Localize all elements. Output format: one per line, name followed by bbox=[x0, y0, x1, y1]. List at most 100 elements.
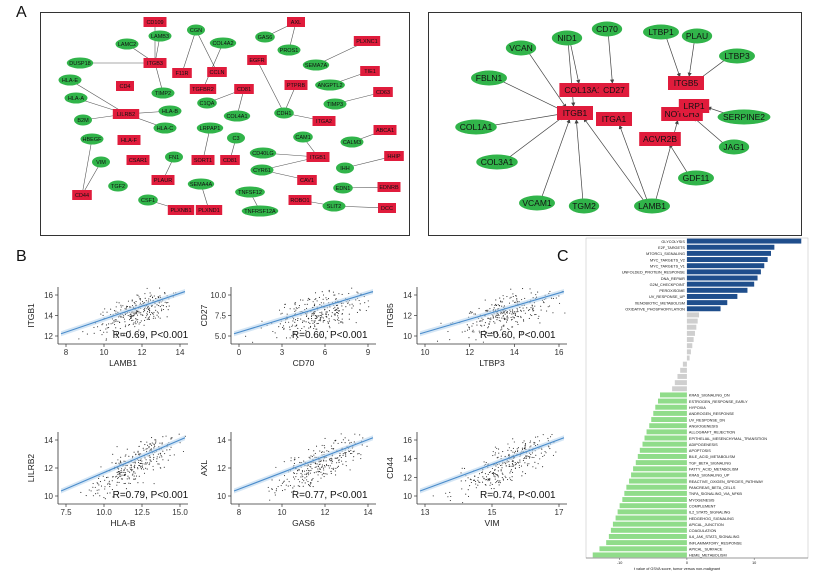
svg-text:FN1: FN1 bbox=[169, 155, 179, 161]
network-node-cd109: CD109 bbox=[143, 17, 167, 27]
gsva-bar-label: FATTY_ACID_METABOLISM bbox=[689, 468, 738, 472]
svg-text:PLXNB1: PLXNB1 bbox=[170, 208, 191, 214]
network-node-tnfrsf12a: TNFRSF12A bbox=[241, 205, 279, 217]
svg-text:HLA-B: HLA-B bbox=[162, 109, 179, 115]
network-node-csar1: CSAR1 bbox=[126, 155, 150, 165]
svg-text:ITGA1: ITGA1 bbox=[602, 114, 627, 124]
gsva-bar-label: UNFOLDED_PROTEIN_RESPONSE bbox=[622, 271, 686, 275]
svg-text:VCAN: VCAN bbox=[509, 43, 533, 53]
gsva-bar-label: HEME_METABOLISM bbox=[689, 554, 727, 558]
svg-text:COL1A1: COL1A1 bbox=[460, 122, 493, 132]
gsva-bar bbox=[592, 552, 687, 558]
gsva-bar-label: GLYCOLYSIS bbox=[661, 240, 685, 244]
network-node-cd63: CD63 bbox=[373, 87, 393, 97]
network-node-col13a1: COL13A1 bbox=[559, 83, 607, 97]
svg-text:CALM3: CALM3 bbox=[343, 140, 361, 146]
svg-text:COL4A1: COL4A1 bbox=[226, 114, 247, 120]
network-edge bbox=[583, 117, 645, 202]
gsva-bar bbox=[633, 466, 687, 472]
svg-text:TNFSF12: TNFSF12 bbox=[238, 190, 262, 196]
gsva-bar-label: ALLOGRAFT_REJECTION bbox=[689, 431, 735, 435]
gsva-x-tick: 10 bbox=[752, 561, 756, 565]
network-node-fn1: FN1 bbox=[165, 151, 183, 163]
network-node-lamb3: LAMB3 bbox=[148, 30, 172, 42]
x-tick-label: 6 bbox=[323, 348, 328, 357]
gsva-bar bbox=[686, 312, 700, 318]
correlation-stat: R=0.79, P<0.001 bbox=[113, 490, 189, 501]
gsva-bar-label: BILE_ACID_METABOLISM bbox=[689, 455, 735, 459]
x-tick-label: 13 bbox=[421, 508, 430, 517]
gsva-bar-label: UV_RESPONSE_UP bbox=[649, 295, 685, 299]
x-tick-label: 15.0 bbox=[172, 508, 188, 517]
gsva-bar bbox=[686, 343, 693, 349]
y-tick-label: 16 bbox=[44, 291, 53, 300]
network-node-lamb1: LAMB1 bbox=[634, 198, 670, 214]
x-axis-title: VIM bbox=[484, 518, 499, 528]
network-edge bbox=[528, 52, 567, 109]
network-node-gas6: GAS6 bbox=[255, 31, 275, 43]
gsva-bar bbox=[612, 521, 687, 527]
x-tick-label: 12 bbox=[465, 348, 474, 357]
y-axis-title: LILRB2 bbox=[26, 454, 36, 483]
y-axis-title: AXL bbox=[199, 460, 209, 476]
y-tick-label: 14 bbox=[403, 455, 412, 464]
network-node-cyr61: CYR61 bbox=[250, 164, 274, 176]
svg-text:ACVR2B: ACVR2B bbox=[643, 134, 677, 144]
svg-text:HLA-F: HLA-F bbox=[121, 138, 138, 144]
svg-text:ITGA2: ITGA2 bbox=[316, 119, 332, 125]
gsva-bar-label: UV_RESPONSE_DN bbox=[689, 418, 725, 422]
x-tick-label: 15 bbox=[488, 508, 497, 517]
network-edge bbox=[506, 116, 564, 160]
x-tick-label: 10 bbox=[421, 348, 430, 357]
svg-text:ABCA1: ABCA1 bbox=[376, 128, 394, 134]
network-node-axl: AXL bbox=[287, 17, 305, 27]
network-node-lilrb2: LILRB2 bbox=[112, 109, 140, 119]
gsva-bar-label: APOPTOSIS bbox=[689, 449, 711, 453]
gsva-bar bbox=[646, 429, 687, 435]
x-tick-label: 14 bbox=[176, 348, 185, 357]
network-edge bbox=[693, 117, 725, 145]
gsva-bar bbox=[677, 373, 687, 379]
network-node-itga1: ITGA1 bbox=[596, 112, 632, 126]
gsva-bar-label: ADIPOGENESIS bbox=[689, 443, 718, 447]
y-tick-label: 10 bbox=[44, 492, 53, 501]
gsva-bar bbox=[610, 527, 687, 533]
x-tick-label: 10 bbox=[278, 508, 287, 517]
gsva-bar bbox=[686, 244, 775, 250]
network-node-cd70: CD70 bbox=[591, 21, 623, 37]
svg-text:HBEGF: HBEGF bbox=[83, 137, 103, 143]
scatter-plot-1: 8 10 12 14 12 14 16 LAMB1 ITGB1 R=0.69, P<0.001 bbox=[26, 287, 189, 368]
svg-text:TGFBR2: TGFBR2 bbox=[192, 87, 214, 93]
gsva-bar-label: MYC_TARGETS_V2 bbox=[650, 258, 685, 262]
x-tick-label: 16 bbox=[555, 348, 564, 357]
network-node-jag1: JAG1 bbox=[718, 139, 750, 155]
svg-text:C3: C3 bbox=[232, 136, 239, 142]
svg-text:CD44: CD44 bbox=[75, 193, 89, 199]
y-tick-label: 14 bbox=[403, 291, 412, 300]
svg-text:B2M: B2M bbox=[77, 118, 89, 124]
gsva-bar bbox=[617, 509, 687, 515]
svg-text:LAMC2: LAMC2 bbox=[118, 42, 136, 48]
gsva-bar bbox=[629, 478, 687, 484]
y-tick-label: 7.5 bbox=[215, 312, 227, 321]
gsva-bar-label: HEDGEHOG_SIGNALING bbox=[689, 517, 734, 521]
network-node-itgb1: ITGB1 bbox=[306, 152, 330, 162]
network-node-cd81: CD81 bbox=[234, 84, 254, 94]
svg-text:COL13A1: COL13A1 bbox=[564, 85, 602, 95]
x-axis-title: LAMB1 bbox=[109, 358, 137, 368]
y-tick-label: 12 bbox=[44, 464, 53, 473]
network-edge bbox=[669, 143, 689, 174]
network-node-lamc2: LAMC2 bbox=[115, 38, 139, 50]
network-node-plaur: PLAUR bbox=[151, 175, 175, 185]
x-tick-label: 3 bbox=[280, 348, 285, 357]
svg-text:TIMP2: TIMP2 bbox=[155, 91, 171, 97]
gsva-bar bbox=[626, 484, 687, 490]
correlation-stat: R=0.77, P<0.001 bbox=[292, 490, 368, 501]
svg-text:TGM2: TGM2 bbox=[572, 201, 596, 211]
network-node-cav1: CAV1 bbox=[297, 175, 317, 185]
svg-text:CD63: CD63 bbox=[376, 90, 390, 96]
network-node-dcc: DCC bbox=[378, 203, 396, 213]
svg-text:PLXND1: PLXND1 bbox=[198, 208, 219, 214]
panel-label-a: A bbox=[16, 4, 27, 21]
